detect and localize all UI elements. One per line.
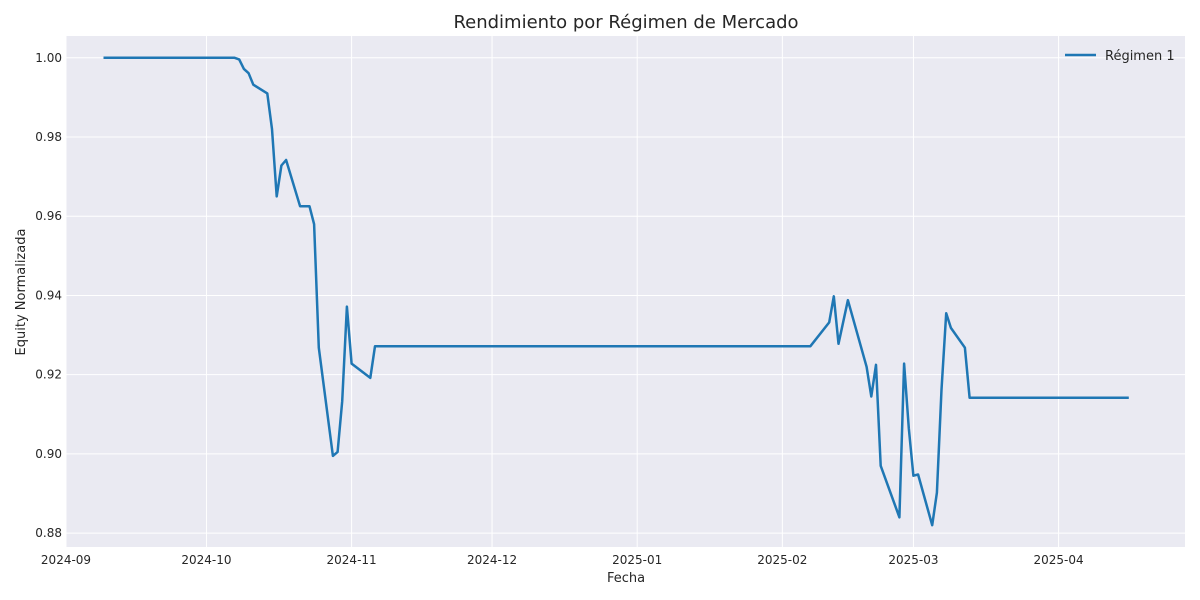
legend: Régimen 1 <box>1065 49 1175 64</box>
tick-labels: 2024-09 2024-10 2024-11 2024-12 2025-01 2025-… <box>35 51 1083 567</box>
x-tick-label: 2025-03 <box>888 553 938 567</box>
y-tick-label: 0.96 <box>35 209 62 223</box>
grid <box>65 36 1185 547</box>
y-tick-label: 1.00 <box>35 51 62 65</box>
y-tick-label: 0.94 <box>35 288 62 302</box>
chart-title: Rendimiento por Régimen de Mercado <box>453 12 798 33</box>
y-tick-label: 0.90 <box>35 447 62 461</box>
y-tick-label: 0.88 <box>35 526 62 540</box>
x-tick-label: 2024-09 <box>41 553 91 567</box>
y-tick-label: 0.98 <box>35 130 62 144</box>
x-tick-label: 2025-04 <box>1034 553 1084 567</box>
y-tick-label: 0.92 <box>35 368 62 382</box>
x-tick-label: 2024-12 <box>467 553 517 567</box>
y-axis-label: Equity Normalizada <box>14 229 29 356</box>
x-tick-label: 2025-01 <box>612 553 662 567</box>
series-line <box>103 56 1129 527</box>
x-tick-label: 2025-02 <box>757 553 807 567</box>
x-tick-label: 2024-10 <box>181 553 231 567</box>
x-axis-label: Fecha <box>607 571 645 586</box>
legend-label: Régimen 1 <box>1105 49 1175 64</box>
series-layer <box>103 56 1129 527</box>
plot-background <box>66 36 1185 547</box>
x-tick-label: 2024-11 <box>327 553 377 567</box>
